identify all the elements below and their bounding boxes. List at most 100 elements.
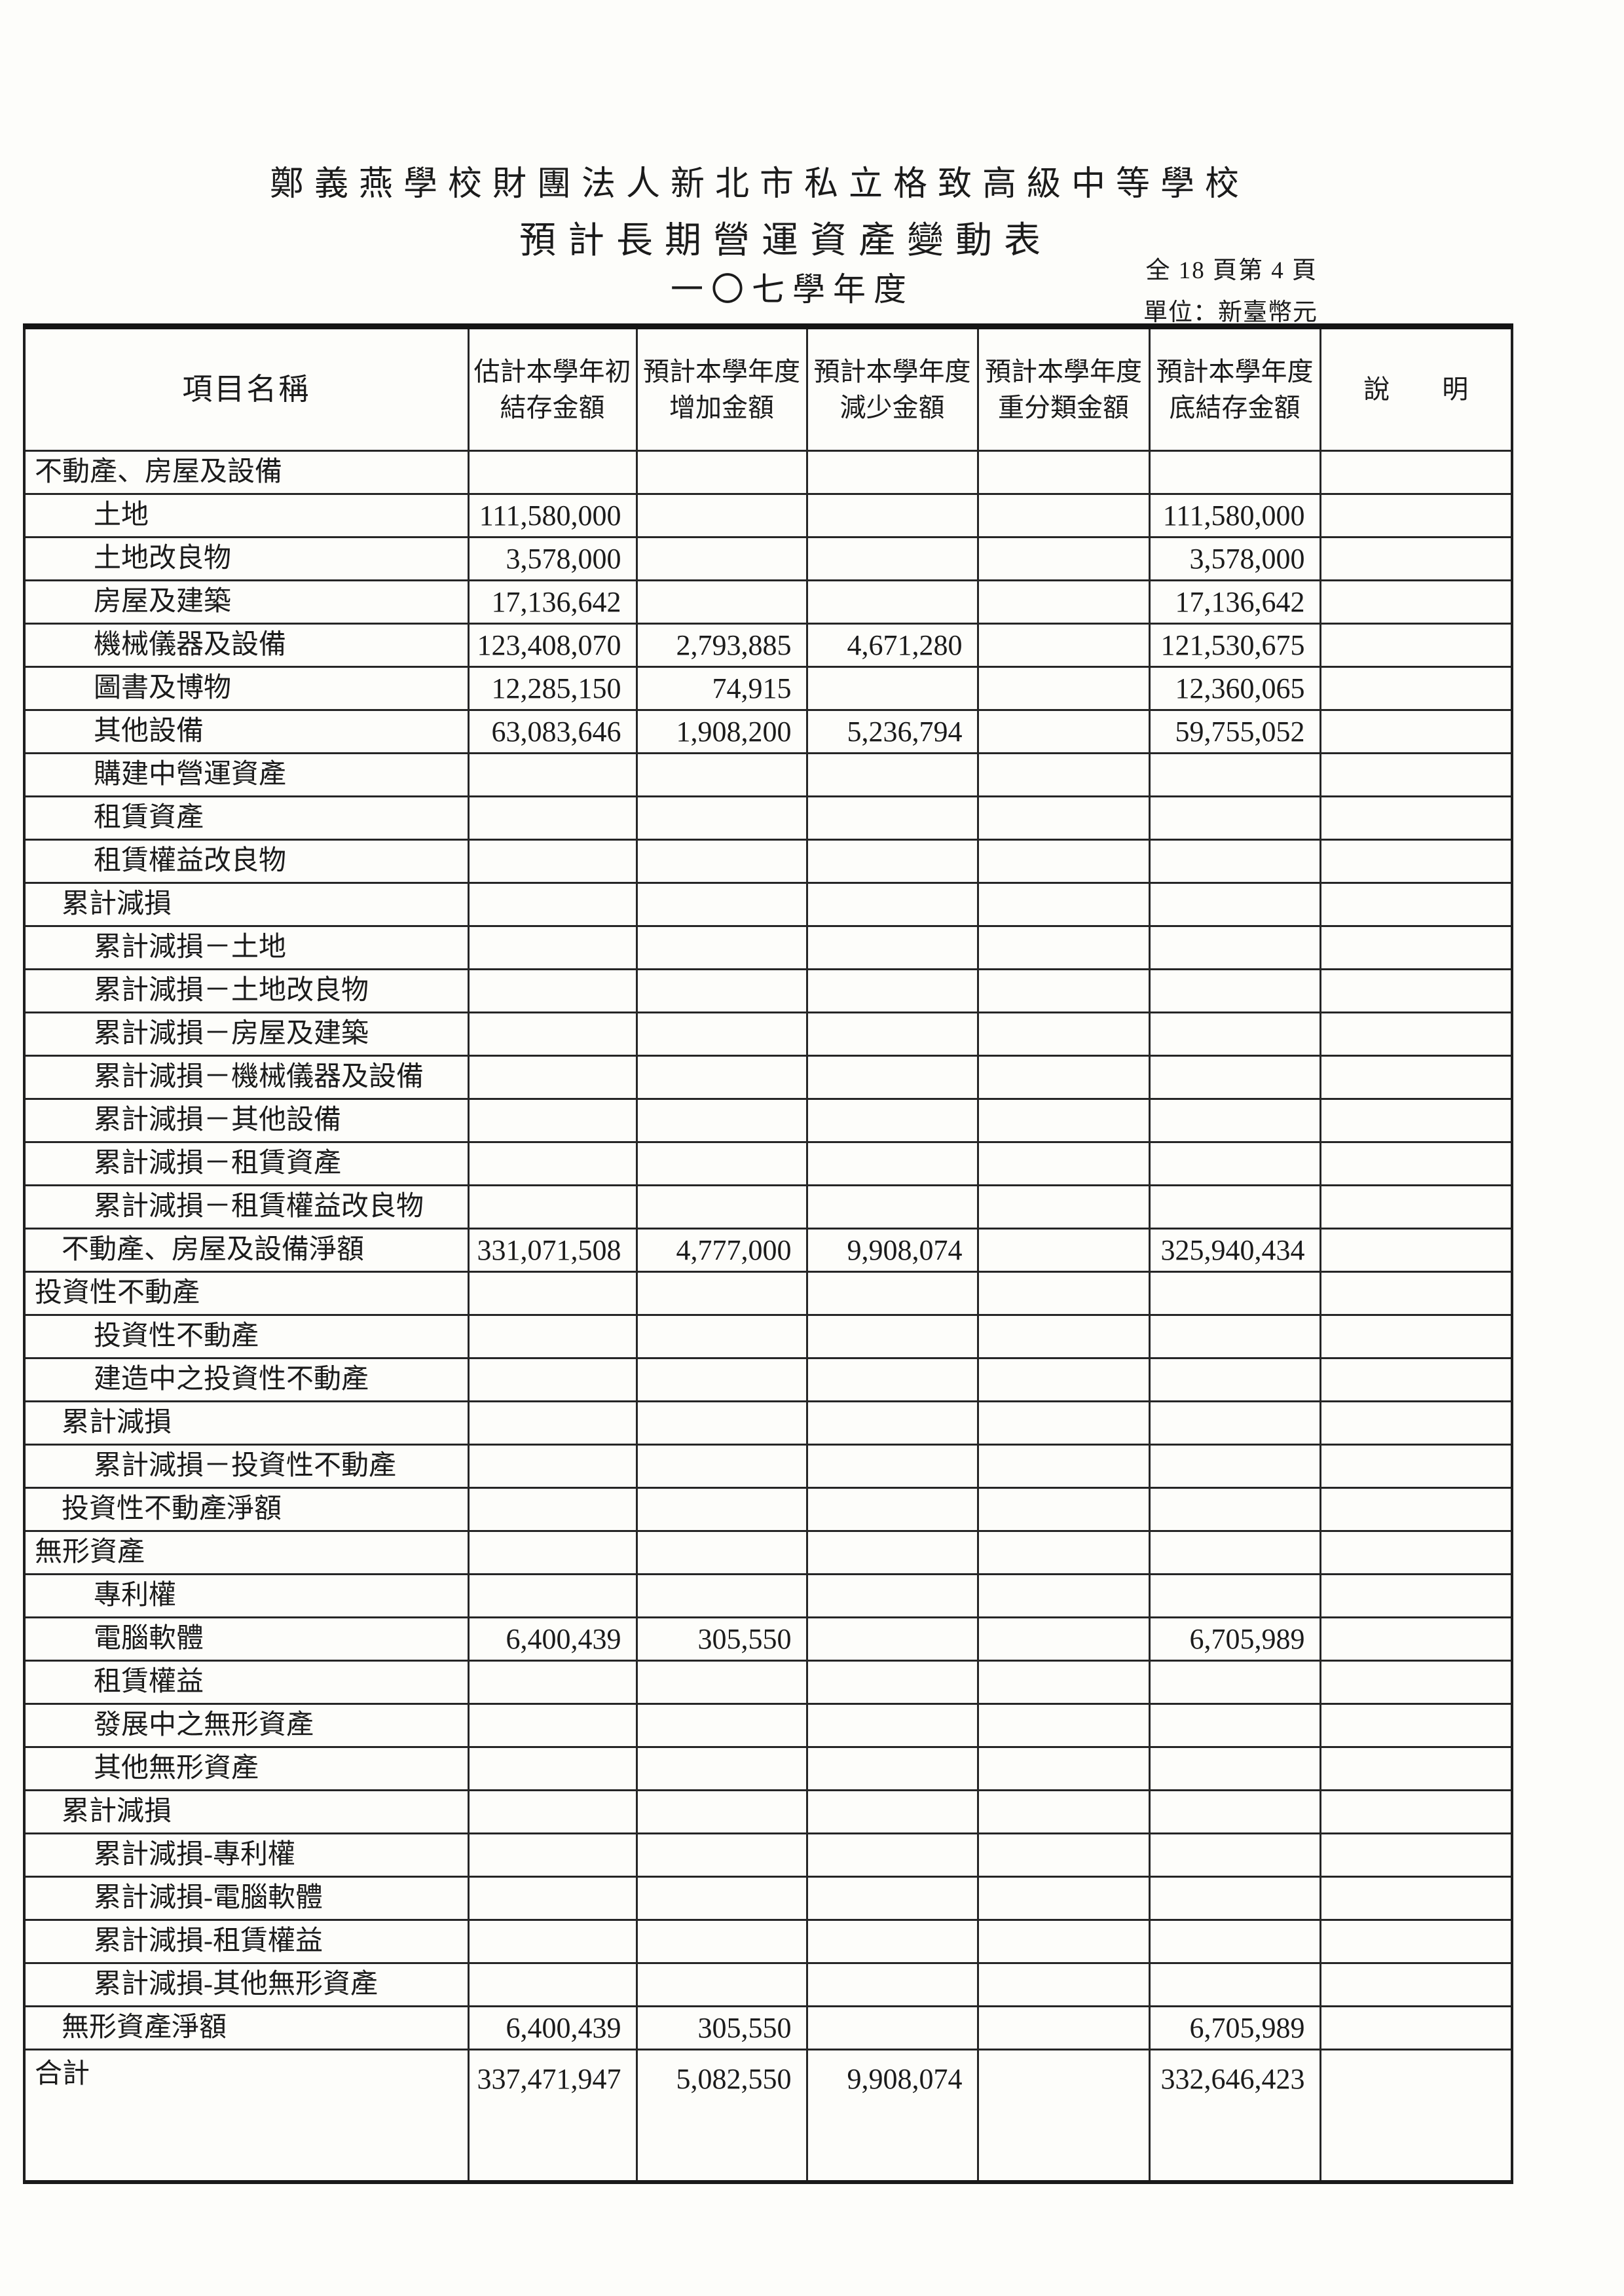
table-row: 其他設備 63,083,646 1,908,200 5,236,794 59,755,0…: [23, 709, 1513, 754]
cell-increase: [635, 752, 808, 797]
cell-reclassification: [976, 1357, 1151, 1402]
column-header-line: 重分類金額: [998, 393, 1129, 422]
table-row: 房屋及建築 17,136,642 17,136,642: [23, 579, 1513, 625]
table-row: 累計減損: [23, 882, 1513, 927]
cell-note: [1319, 1530, 1513, 1575]
cell-reclassification: [976, 1832, 1151, 1878]
cell-ending_balance: [1148, 1444, 1321, 1489]
cell-reclassification: [976, 882, 1151, 927]
cell-reclassification: [976, 709, 1151, 754]
cell-decrease: [805, 1746, 979, 1791]
cell-decrease: 9,908,074: [805, 2049, 979, 2183]
column-header-line: 預計本學年度: [1156, 356, 1314, 386]
row-label: 累計減損-租賃權益: [23, 1919, 470, 1964]
cell-reclassification: [976, 1271, 1151, 1316]
column-header-line: 預計本學年度: [985, 356, 1142, 386]
cell-increase: [635, 1789, 808, 1834]
table-row: 投資性不動產淨額: [23, 1487, 1513, 1532]
cell-reclassification: [976, 1616, 1151, 1662]
table-row: 建造中之投資性不動產: [23, 1357, 1513, 1402]
table-row: 累計減損－機械儀器及設備: [23, 1055, 1513, 1100]
cell-increase: [635, 1184, 808, 1230]
cell-beginning_balance: [467, 1141, 638, 1186]
cell-decrease: 9,908,074: [805, 1228, 979, 1273]
cell-ending_balance: [1148, 450, 1321, 495]
cell-note: [1319, 709, 1513, 754]
cell-decrease: [805, 1832, 979, 1878]
row-label: 電腦軟體: [23, 1616, 470, 1662]
cell-note: [1319, 752, 1513, 797]
cell-increase: [635, 1141, 808, 1186]
cell-increase: [635, 1487, 808, 1532]
row-label: 租賃權益: [23, 1660, 470, 1705]
cell-note: [1319, 1832, 1513, 1878]
cell-beginning_balance: [467, 1832, 638, 1878]
cell-reclassification: [976, 1141, 1151, 1186]
cell-decrease: [805, 1314, 979, 1359]
table-row: 累計減損－租賃資產: [23, 1141, 1513, 1186]
table-row: 專利權: [23, 1573, 1513, 1618]
cell-ending_balance: [1148, 1011, 1321, 1057]
cell-ending_balance: [1148, 1184, 1321, 1230]
row-label: 土地改良物: [23, 536, 470, 581]
cell-decrease: [805, 666, 979, 711]
cell-beginning_balance: [467, 1660, 638, 1705]
cell-increase: [635, 968, 808, 1013]
column-header-name: 項目名稱: [23, 325, 470, 452]
cell-increase: 4,777,000: [635, 1228, 808, 1273]
cell-ending_balance: [1148, 1789, 1321, 1834]
cell-reclassification: [976, 1660, 1151, 1705]
table-row: 投資性不動產: [23, 1314, 1513, 1359]
cell-ending_balance: [1148, 968, 1321, 1013]
cell-reclassification: [976, 623, 1151, 668]
cell-reclassification: [976, 1573, 1151, 1618]
row-label: 累計減損: [23, 882, 470, 927]
row-label: 機械儀器及設備: [23, 623, 470, 668]
table-row: 累計減損-租賃權益: [23, 1919, 1513, 1964]
row-label: 累計減損－土地改良物: [23, 968, 470, 1013]
cell-reclassification: [976, 1487, 1151, 1532]
table-row: 土地改良物 3,578,000 3,578,000: [23, 536, 1513, 581]
cell-decrease: [805, 1616, 979, 1662]
cell-beginning_balance: [467, 925, 638, 970]
table-row: 累計減損－土地改良物: [23, 968, 1513, 1013]
table-body: 不動產、房屋及設備 土地 111,580,000 111,580,000 土地改良物 3,…: [23, 450, 1513, 2183]
cell-note: [1319, 1055, 1513, 1100]
cell-increase: [635, 536, 808, 581]
cell-beginning_balance: [467, 1184, 638, 1230]
cell-decrease: [805, 493, 979, 538]
cell-reclassification: [976, 1919, 1151, 1964]
cell-ending_balance: [1148, 1400, 1321, 1446]
cell-increase: [635, 1660, 808, 1705]
column-header-line: 增加金額: [669, 393, 774, 422]
cell-beginning_balance: [467, 752, 638, 797]
table-row: 累計減損－房屋及建築: [23, 1011, 1513, 1057]
cell-increase: 305,550: [635, 2005, 808, 2050]
row-label: 累計減損－房屋及建築: [23, 1011, 470, 1057]
table-row: 機械儀器及設備 123,408,070 2,793,885 4,671,280 121,…: [23, 623, 1513, 668]
cell-decrease: [805, 1141, 979, 1186]
column-header-line: 結存金額: [500, 393, 605, 422]
cell-note: [1319, 882, 1513, 927]
cell-increase: [635, 1055, 808, 1100]
cell-beginning_balance: [467, 1703, 638, 1748]
cell-ending_balance: [1148, 1703, 1321, 1748]
cell-beginning_balance: [467, 1400, 638, 1446]
cell-decrease: [805, 450, 979, 495]
cell-decrease: [805, 1184, 979, 1230]
table-row: 累計減損－土地: [23, 925, 1513, 970]
cell-note: [1319, 1573, 1513, 1618]
row-label: 累計減損-電腦軟體: [23, 1876, 470, 1921]
cell-note: [1319, 579, 1513, 625]
cell-beginning_balance: 331,071,508: [467, 1228, 638, 1273]
row-label: 不動產、房屋及設備: [23, 450, 470, 495]
cell-decrease: [805, 1919, 979, 1964]
cell-ending_balance: [1148, 839, 1321, 884]
cell-decrease: [805, 1011, 979, 1057]
cell-beginning_balance: [467, 1098, 638, 1143]
cell-decrease: [805, 1098, 979, 1143]
table-row: 累計減損: [23, 1400, 1513, 1446]
table-row: 發展中之無形資產: [23, 1703, 1513, 1748]
cell-increase: 305,550: [635, 1616, 808, 1662]
cell-reclassification: [976, 1184, 1151, 1230]
